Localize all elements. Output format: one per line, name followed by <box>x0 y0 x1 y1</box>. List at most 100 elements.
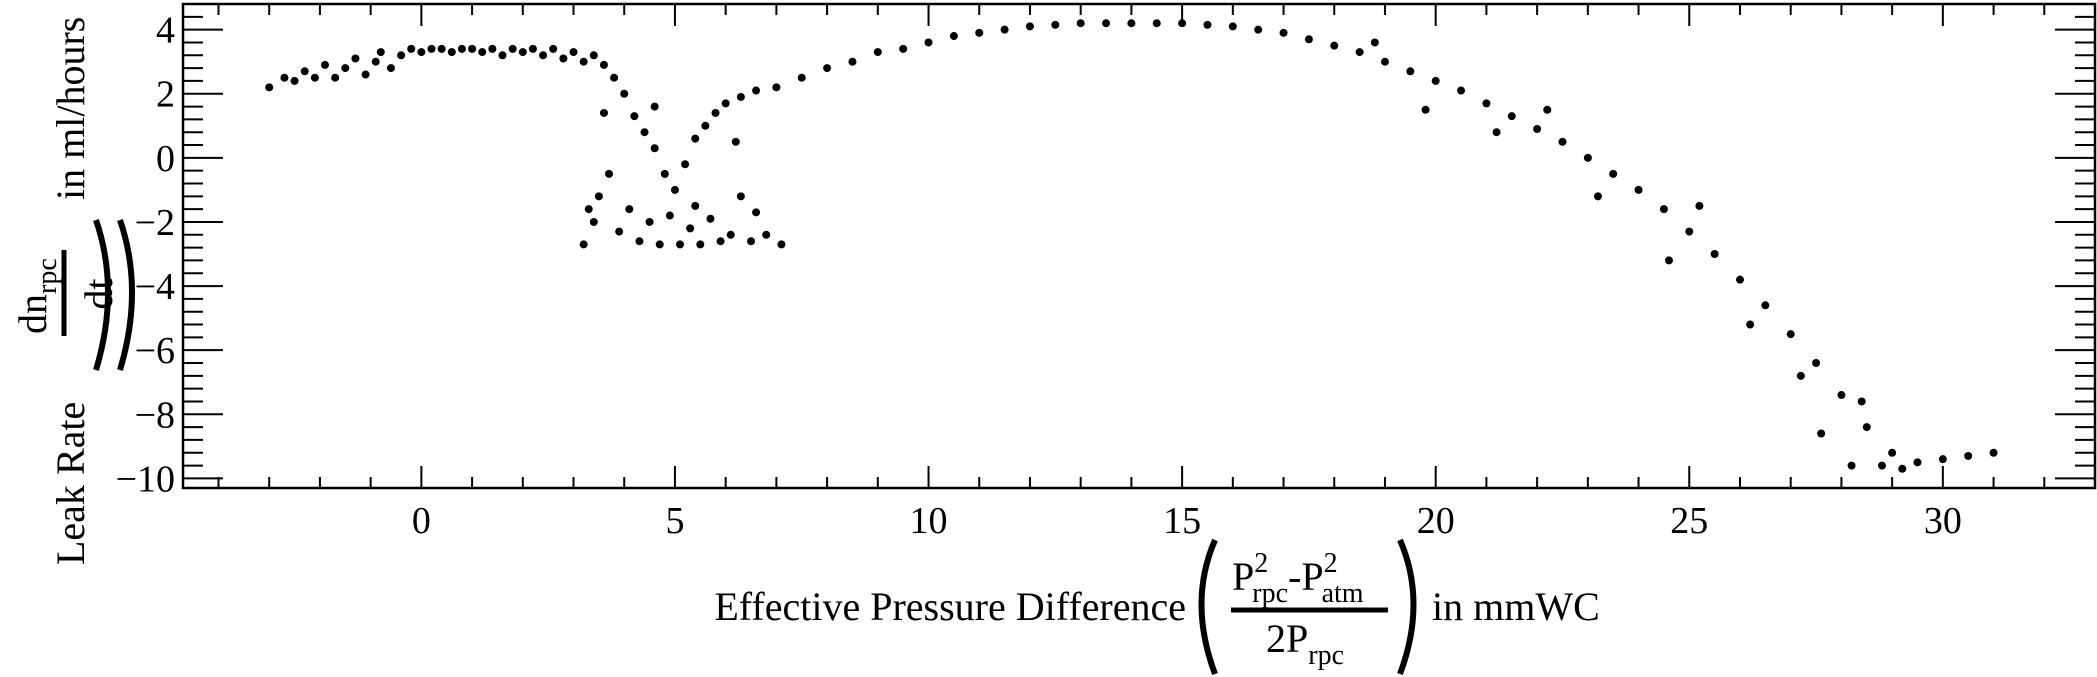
data-point <box>447 48 456 57</box>
y-axis-title: Leak Rate dt dnrpc in ml/hours <box>10 17 135 565</box>
data-point <box>691 134 700 143</box>
data-point <box>579 240 588 249</box>
data-point <box>706 214 715 223</box>
data-point <box>1279 28 1288 37</box>
y-axis-numerator: dnrpc <box>10 258 63 334</box>
data-point <box>1898 464 1907 473</box>
data-point <box>1938 455 1947 464</box>
data-point <box>752 86 761 95</box>
x-axis-right-paren <box>1397 538 1417 676</box>
data-point <box>1330 41 1339 50</box>
data-point <box>1735 275 1744 284</box>
data-point <box>848 57 857 66</box>
data-points <box>265 19 1998 473</box>
data-point <box>1659 205 1668 214</box>
data-point <box>1380 57 1389 66</box>
data-point <box>752 208 761 217</box>
data-point <box>280 73 289 82</box>
x-tick-label: 15 <box>1163 500 1201 542</box>
data-point <box>650 144 659 153</box>
data-point <box>1482 99 1491 108</box>
data-point <box>498 51 507 60</box>
data-point <box>762 230 771 239</box>
data-point <box>351 54 360 63</box>
x-axis-left-paren <box>1198 538 1218 676</box>
y-axis-denominator: dt <box>76 278 121 309</box>
data-point <box>635 237 644 246</box>
x-tick-label: 10 <box>910 500 948 542</box>
data-point <box>1913 458 1922 467</box>
data-point <box>300 67 309 76</box>
data-point <box>660 169 669 178</box>
y-axis-title-suffix: in ml/hours <box>48 17 93 200</box>
y-tick-label: −4 <box>135 266 175 308</box>
data-point <box>701 121 710 130</box>
data-point <box>655 240 664 249</box>
data-point <box>1888 448 1897 457</box>
data-point <box>625 205 634 214</box>
axes: 0 5 10 15 20 25 30 −10 −8 −6 −4 −2 0 2 4 <box>116 3 2096 542</box>
data-point <box>1847 461 1856 470</box>
data-point <box>457 44 466 53</box>
data-point <box>823 64 832 73</box>
data-point <box>1507 112 1516 121</box>
data-point <box>1304 35 1313 44</box>
data-point <box>341 64 350 73</box>
data-point <box>584 205 593 214</box>
data-point <box>726 230 735 239</box>
data-point <box>1457 86 1466 95</box>
data-point <box>1583 153 1592 162</box>
data-point <box>1877 461 1886 470</box>
data-point <box>747 237 756 246</box>
data-point <box>331 73 340 82</box>
data-point <box>1609 169 1618 178</box>
data-point <box>1254 25 1263 34</box>
y-tick-label: −6 <box>135 330 175 372</box>
data-point <box>1370 38 1379 47</box>
x-axis-title: Effective Pressure Difference P2 rpc-P2 at… <box>714 538 1600 676</box>
data-point <box>1421 105 1430 114</box>
data-point <box>711 108 720 117</box>
y-axis-right-paren <box>93 219 111 371</box>
data-point <box>265 83 274 92</box>
data-point <box>549 44 558 53</box>
data-point <box>518 48 527 57</box>
y-tick-label: 0 <box>156 138 175 180</box>
data-point <box>731 137 740 146</box>
data-point <box>1989 448 1998 457</box>
data-point <box>681 160 690 169</box>
data-point <box>579 57 588 66</box>
data-point <box>620 89 629 98</box>
data-point <box>1837 391 1846 400</box>
data-point <box>559 54 568 63</box>
data-point <box>873 48 882 57</box>
data-point <box>691 201 700 210</box>
plot-frame <box>181 2 2097 490</box>
data-point <box>1406 67 1415 76</box>
data-point <box>676 240 685 249</box>
data-point <box>645 217 654 226</box>
y-tick-label: 2 <box>156 74 175 116</box>
data-point <box>650 102 659 111</box>
data-point <box>615 227 624 236</box>
data-point <box>736 192 745 201</box>
data-point <box>670 185 679 194</box>
data-point <box>1051 20 1060 29</box>
y-tick-label: −10 <box>116 458 175 500</box>
data-point <box>417 48 426 57</box>
data-point <box>1492 128 1501 137</box>
data-point <box>640 128 649 137</box>
data-point <box>610 73 619 82</box>
data-point <box>1025 22 1034 31</box>
data-point <box>1710 250 1719 259</box>
data-point <box>1746 320 1755 329</box>
x-axis-title-suffix: in mmWC <box>1432 584 1600 629</box>
data-point <box>1127 19 1136 28</box>
data-point <box>397 51 406 60</box>
data-point <box>1076 19 1085 28</box>
data-point <box>665 211 674 220</box>
data-point <box>1593 192 1602 201</box>
x-axis-numerator: P2 rpc-P2 atm <box>1232 548 1364 609</box>
data-point <box>1786 330 1795 339</box>
